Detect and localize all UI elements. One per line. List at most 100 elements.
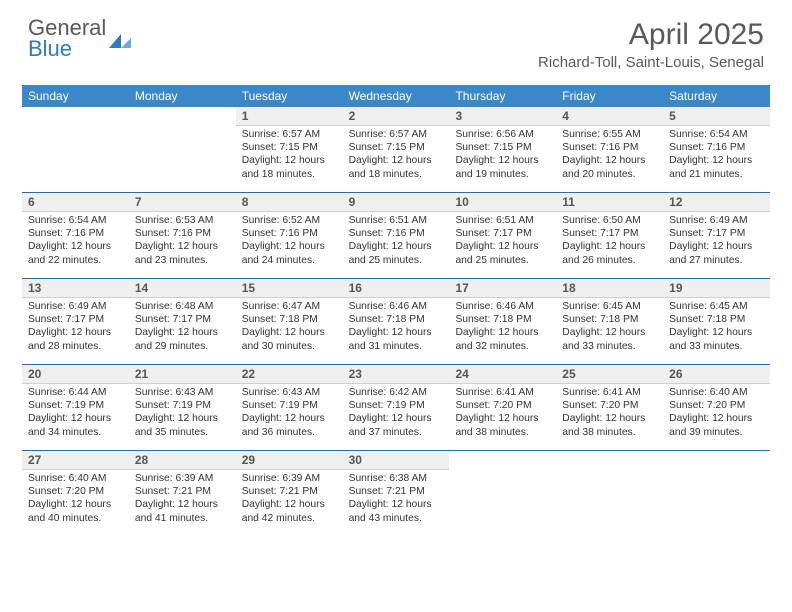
weekday-header: Friday (556, 85, 663, 107)
daylight-line: Daylight: 12 hours and 38 minutes. (562, 412, 657, 438)
day-number: 15 (236, 279, 343, 298)
day-number: 17 (449, 279, 556, 298)
day-number: 29 (236, 451, 343, 470)
sunset-line: Sunset: 7:20 PM (669, 399, 764, 412)
day-cell: 3Sunrise: 6:56 AMSunset: 7:15 PMDaylight… (449, 107, 556, 189)
day-number: 2 (343, 107, 450, 126)
day-cell: 8Sunrise: 6:52 AMSunset: 7:16 PMDaylight… (236, 193, 343, 275)
sunrise-line: Sunrise: 6:51 AM (349, 214, 444, 227)
day-body: Sunrise: 6:43 AMSunset: 7:19 PMDaylight:… (236, 384, 343, 443)
daylight-line: Daylight: 12 hours and 37 minutes. (349, 412, 444, 438)
day-body: Sunrise: 6:41 AMSunset: 7:20 PMDaylight:… (556, 384, 663, 443)
daylight-line: Daylight: 12 hours and 36 minutes. (242, 412, 337, 438)
page-title: April 2025 (538, 18, 764, 52)
day-number: 6 (22, 193, 129, 212)
day-body: Sunrise: 6:56 AMSunset: 7:15 PMDaylight:… (449, 126, 556, 185)
sunset-line: Sunset: 7:17 PM (562, 227, 657, 240)
day-number: 14 (129, 279, 236, 298)
day-body: Sunrise: 6:39 AMSunset: 7:21 PMDaylight:… (236, 470, 343, 529)
sunset-line: Sunset: 7:15 PM (455, 141, 550, 154)
sunset-line: Sunset: 7:16 PM (242, 227, 337, 240)
sunset-line: Sunset: 7:19 PM (242, 399, 337, 412)
weekday-header: Thursday (449, 85, 556, 107)
sunset-line: Sunset: 7:15 PM (349, 141, 444, 154)
sunrise-line: Sunrise: 6:51 AM (455, 214, 550, 227)
sunset-line: Sunset: 7:20 PM (562, 399, 657, 412)
sunrise-line: Sunrise: 6:57 AM (242, 128, 337, 141)
day-number: 8 (236, 193, 343, 212)
daylight-line: Daylight: 12 hours and 39 minutes. (669, 412, 764, 438)
day-number: 9 (343, 193, 450, 212)
empty-day-cell: . (556, 451, 663, 533)
sunrise-line: Sunrise: 6:49 AM (669, 214, 764, 227)
day-number: 3 (449, 107, 556, 126)
day-cell: 17Sunrise: 6:46 AMSunset: 7:18 PMDayligh… (449, 279, 556, 361)
week-row: ..1Sunrise: 6:57 AMSunset: 7:15 PMDaylig… (22, 107, 770, 189)
sunrise-line: Sunrise: 6:40 AM (669, 386, 764, 399)
sunset-line: Sunset: 7:20 PM (28, 485, 123, 498)
day-cell: 13Sunrise: 6:49 AMSunset: 7:17 PMDayligh… (22, 279, 129, 361)
day-cell: 1Sunrise: 6:57 AMSunset: 7:15 PMDaylight… (236, 107, 343, 189)
sunset-line: Sunset: 7:19 PM (28, 399, 123, 412)
day-body: Sunrise: 6:57 AMSunset: 7:15 PMDaylight:… (343, 126, 450, 185)
daylight-line: Daylight: 12 hours and 22 minutes. (28, 240, 123, 266)
day-body: Sunrise: 6:41 AMSunset: 7:20 PMDaylight:… (449, 384, 556, 443)
page-subtitle: Richard-Toll, Saint-Louis, Senegal (538, 54, 764, 71)
day-number: 27 (22, 451, 129, 470)
day-cell: 5Sunrise: 6:54 AMSunset: 7:16 PMDaylight… (663, 107, 770, 189)
sunset-line: Sunset: 7:18 PM (242, 313, 337, 326)
sunrise-line: Sunrise: 6:50 AM (562, 214, 657, 227)
day-number: 22 (236, 365, 343, 384)
day-cell: 15Sunrise: 6:47 AMSunset: 7:18 PMDayligh… (236, 279, 343, 361)
day-number: 4 (556, 107, 663, 126)
sunset-line: Sunset: 7:16 PM (349, 227, 444, 240)
title-block: April 2025 Richard-Toll, Saint-Louis, Se… (538, 18, 764, 71)
day-number: 28 (129, 451, 236, 470)
day-cell: 10Sunrise: 6:51 AMSunset: 7:17 PMDayligh… (449, 193, 556, 275)
daylight-line: Daylight: 12 hours and 19 minutes. (455, 154, 550, 180)
daylight-line: Daylight: 12 hours and 34 minutes. (28, 412, 123, 438)
day-body: Sunrise: 6:42 AMSunset: 7:19 PMDaylight:… (343, 384, 450, 443)
day-body: Sunrise: 6:49 AMSunset: 7:17 PMDaylight:… (22, 298, 129, 357)
sunrise-line: Sunrise: 6:39 AM (242, 472, 337, 485)
daylight-line: Daylight: 12 hours and 20 minutes. (562, 154, 657, 180)
day-number: 24 (449, 365, 556, 384)
day-body: Sunrise: 6:54 AMSunset: 7:16 PMDaylight:… (22, 212, 129, 271)
day-cell: 6Sunrise: 6:54 AMSunset: 7:16 PMDaylight… (22, 193, 129, 275)
day-number: 18 (556, 279, 663, 298)
weekday-header: Tuesday (236, 85, 343, 107)
day-body: Sunrise: 6:45 AMSunset: 7:18 PMDaylight:… (663, 298, 770, 357)
empty-day-cell: . (663, 451, 770, 533)
sunrise-line: Sunrise: 6:45 AM (562, 300, 657, 313)
sunset-line: Sunset: 7:21 PM (135, 485, 230, 498)
empty-day-cell: . (449, 451, 556, 533)
daylight-line: Daylight: 12 hours and 31 minutes. (349, 326, 444, 352)
logo-mark-icon (109, 30, 133, 48)
sunset-line: Sunset: 7:16 PM (135, 227, 230, 240)
sunrise-line: Sunrise: 6:38 AM (349, 472, 444, 485)
day-body: Sunrise: 6:57 AMSunset: 7:15 PMDaylight:… (236, 126, 343, 185)
day-number: 23 (343, 365, 450, 384)
sunset-line: Sunset: 7:17 PM (28, 313, 123, 326)
weekday-header: Wednesday (343, 85, 450, 107)
sunset-line: Sunset: 7:15 PM (242, 141, 337, 154)
sunrise-line: Sunrise: 6:43 AM (135, 386, 230, 399)
day-cell: 26 Sunrise: 6:40 AMSunset: 7:20 PMDayligh… (663, 365, 770, 447)
day-cell: 21Sunrise: 6:43 AMSunset: 7:19 PMDayligh… (129, 365, 236, 447)
day-cell: 29Sunrise: 6:39 AMSunset: 7:21 PMDayligh… (236, 451, 343, 533)
week-row: 27Sunrise: 6:40 AMSunset: 7:20 PMDayligh… (22, 451, 770, 533)
day-cell: 27Sunrise: 6:40 AMSunset: 7:20 PMDayligh… (22, 451, 129, 533)
logo-text: General Blue (28, 18, 106, 60)
day-cell: 20Sunrise: 6:44 AMSunset: 7:19 PMDayligh… (22, 365, 129, 447)
day-cell: 18Sunrise: 6:45 AMSunset: 7:18 PMDayligh… (556, 279, 663, 361)
day-number: 16 (343, 279, 450, 298)
sunset-line: Sunset: 7:16 PM (562, 141, 657, 154)
day-body: Sunrise: 6:40 AMSunset: 7:20 PMDaylight:… (22, 470, 129, 529)
sunrise-line: Sunrise: 6:39 AM (135, 472, 230, 485)
day-number: 11 (556, 193, 663, 212)
sunset-line: Sunset: 7:18 PM (562, 313, 657, 326)
day-number: 26 (663, 365, 770, 384)
sunrise-line: Sunrise: 6:45 AM (669, 300, 764, 313)
day-cell: 25Sunrise: 6:41 AMSunset: 7:20 PMDayligh… (556, 365, 663, 447)
sunset-line: Sunset: 7:16 PM (669, 141, 764, 154)
